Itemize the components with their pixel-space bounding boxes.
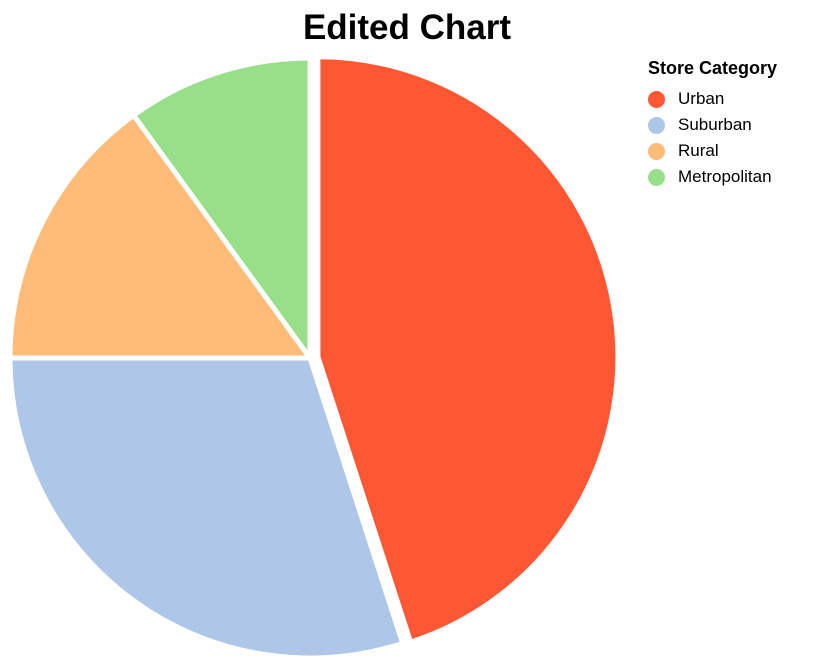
legend-title: Store Category <box>648 58 778 78</box>
legend-label: Metropolitan <box>678 167 772 186</box>
pie-slice-urban[interactable] <box>315 54 621 645</box>
chart-title: Edited Chart <box>302 8 512 47</box>
legend-item-urban[interactable]: Urban <box>648 86 777 112</box>
pie-slice-metropolitan[interactable] <box>131 55 313 361</box>
legend-item-suburban[interactable]: Suburban <box>648 112 777 138</box>
legend: Store Category Urban Suburban Rural Metropo… <box>648 58 777 190</box>
pie-slice-suburban[interactable] <box>7 355 406 661</box>
legend-swatch <box>648 168 665 186</box>
legend-item-rural[interactable]: Rural <box>648 138 777 164</box>
legend-item-metropolitan[interactable]: Metropolitan <box>648 164 777 190</box>
legend-swatch <box>648 116 665 134</box>
legend-label: Urban <box>678 89 725 108</box>
legend-label: Suburban <box>678 115 752 134</box>
legend-swatch <box>648 90 665 108</box>
legend-label: Rural <box>678 141 719 160</box>
pie-slice-rural[interactable] <box>7 112 313 361</box>
legend-swatch <box>648 142 665 160</box>
